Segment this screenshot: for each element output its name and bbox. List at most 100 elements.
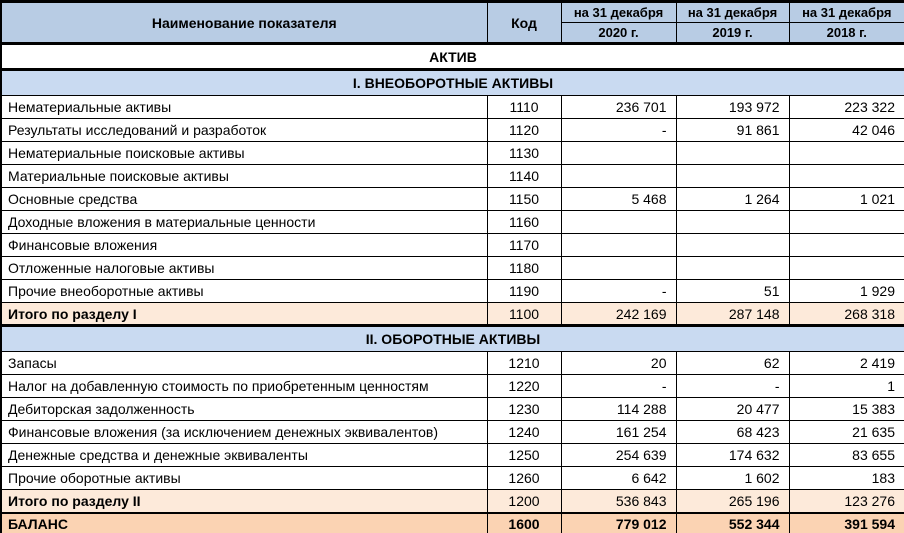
- row-indicator-name: Итого по разделу I: [0, 302, 488, 327]
- row-value-2020: 779 012: [560, 511, 677, 533]
- row-indicator-name: Основные средства: [0, 187, 488, 211]
- row-value-2019: [675, 233, 790, 257]
- row-value-2019: 265 196: [675, 489, 790, 514]
- row-value-2019: 1 602: [675, 466, 790, 490]
- row-value-2020: 536 843: [560, 489, 677, 514]
- row-value-2019: 287 148: [675, 302, 790, 327]
- row-value-2020: [560, 256, 677, 280]
- header-code: Код: [486, 1, 562, 44]
- row-indicator-name: Прочие оборотные активы: [0, 466, 488, 490]
- row-code: 1220: [486, 374, 562, 398]
- table-row: Доходные вложения в материальные ценност…: [0, 210, 904, 234]
- row-code: 1110: [486, 95, 562, 119]
- row-indicator-name: Итого по разделу II: [0, 489, 488, 514]
- row-value-2019: 62: [675, 351, 790, 375]
- row-value-2019: 51: [675, 279, 790, 303]
- row-value-2019: 20 477: [675, 397, 790, 421]
- table-row: Финансовые вложения 1170: [0, 233, 904, 257]
- row-value-2018: 183: [788, 466, 904, 490]
- row-code: 1230: [486, 397, 562, 421]
- table-row: Денежные средства и денежные эквиваленты…: [0, 443, 904, 467]
- row-value-2018: [788, 256, 904, 280]
- row-indicator-name: Финансовые вложения: [0, 233, 488, 257]
- row-value-2019: 1 264: [675, 187, 790, 211]
- row-value-2020: [560, 233, 677, 257]
- row-value-2020: -: [560, 118, 677, 142]
- row-indicator-name: Денежные средства и денежные эквиваленты: [0, 443, 488, 467]
- row-code: 1100: [486, 302, 562, 327]
- row-value-2018: [788, 141, 904, 165]
- table-header: Наименование показателя Код на 31 декабр…: [0, 1, 904, 44]
- row-value-2020: 254 639: [560, 443, 677, 467]
- row-value-2018: 123 276: [788, 489, 904, 514]
- header-period-2020: на 31 декабря 2020 г.: [560, 1, 677, 44]
- row-value-2020: 236 701: [560, 95, 677, 119]
- row-value-2018: [788, 210, 904, 234]
- row-code: 1190: [486, 279, 562, 303]
- table-row: Нематериальные активы 1110 236 701 193 972 2…: [0, 95, 904, 119]
- row-value-2020: [560, 141, 677, 165]
- row-value-2018: 391 594: [788, 511, 904, 533]
- row-value-2019: [675, 141, 790, 165]
- row-value-2018: 268 318: [788, 302, 904, 327]
- header-period-2019-year: 2019 г.: [712, 25, 753, 40]
- row-value-2018: 42 046: [788, 118, 904, 142]
- row-code: 1600: [486, 511, 562, 533]
- row-value-2020: 114 288: [560, 397, 677, 421]
- row-value-2020: -: [560, 279, 677, 303]
- row-value-2018: [788, 233, 904, 257]
- section-label: АКТИВ: [0, 42, 904, 71]
- row-value-2020: 242 169: [560, 302, 677, 327]
- row-value-2018: 223 322: [788, 95, 904, 119]
- row-value-2020: 161 254: [560, 420, 677, 444]
- row-code: 1250: [486, 443, 562, 467]
- header-period-2019-caption: на 31 декабря: [677, 3, 788, 23]
- row-code: 1140: [486, 164, 562, 188]
- row-code: 1260: [486, 466, 562, 490]
- row-value-2020: -: [560, 374, 677, 398]
- row-value-2020: [560, 164, 677, 188]
- table-row: Основные средства 1150 5 468 1 264 1 021: [0, 187, 904, 211]
- row-value-2019: 552 344: [675, 511, 790, 533]
- row-code: 1210: [486, 351, 562, 375]
- row-value-2018: 1 929: [788, 279, 904, 303]
- section-label: I. ВНЕОБОРОТНЫЕ АКТИВЫ: [0, 68, 904, 96]
- section-label: II. ОБОРОТНЫЕ АКТИВЫ: [0, 324, 904, 352]
- table-row: Запасы 1210 20 62 2 419: [0, 351, 904, 375]
- section-title-row: АКТИВ: [0, 42, 904, 71]
- row-value-2019: 174 632: [675, 443, 790, 467]
- row-value-2019: 68 423: [675, 420, 790, 444]
- row-value-2018: 1: [788, 374, 904, 398]
- row-value-2020: 20: [560, 351, 677, 375]
- row-value-2019: -: [675, 374, 790, 398]
- table-row: Отложенные налоговые активы 1180: [0, 256, 904, 280]
- section-total-row: Итого по разделу I 1100 242 169 287 148 268 …: [0, 302, 904, 327]
- row-value-2019: [675, 164, 790, 188]
- table-body: АКТИВ I. ВНЕОБОРОТНЫЕ АКТИВЫ Нематериальны…: [0, 42, 904, 533]
- table-row: Нематериальные поисковые активы 1130: [0, 141, 904, 165]
- row-value-2018: 83 655: [788, 443, 904, 467]
- row-indicator-name: Материальные поисковые активы: [0, 164, 488, 188]
- row-value-2018: [788, 164, 904, 188]
- row-indicator-name: Налог на добавленную стоимость по приобр…: [0, 374, 488, 398]
- section-band-row: II. ОБОРОТНЫЕ АКТИВЫ: [0, 324, 904, 352]
- row-value-2019: [675, 256, 790, 280]
- table-row: Прочие оборотные активы 1260 6 642 1 602 183: [0, 466, 904, 490]
- row-value-2020: [560, 210, 677, 234]
- table-row: Дебиторская задолженность 1230 114 288 20 4…: [0, 397, 904, 421]
- grand-total-row: БАЛАНС 1600 779 012 552 344 391 594: [0, 511, 904, 533]
- row-value-2019: 193 972: [675, 95, 790, 119]
- table-row: Материальные поисковые активы 1140: [0, 164, 904, 188]
- row-code: 1240: [486, 420, 562, 444]
- row-indicator-name: Доходные вложения в материальные ценност…: [0, 210, 488, 234]
- header-period-2019: на 31 декабря 2019 г.: [675, 1, 790, 44]
- header-period-2018: на 31 декабря 2018 г.: [788, 1, 904, 44]
- row-indicator-name: Финансовые вложения (за исключением дене…: [0, 420, 488, 444]
- row-value-2019: [675, 210, 790, 234]
- row-indicator-name: Нематериальные активы: [0, 95, 488, 119]
- header-period-2020-caption: на 31 декабря: [562, 3, 675, 23]
- row-code: 1200: [486, 489, 562, 514]
- table-row: Налог на добавленную стоимость по приобр…: [0, 374, 904, 398]
- row-value-2018: 1 021: [788, 187, 904, 211]
- row-code: 1130: [486, 141, 562, 165]
